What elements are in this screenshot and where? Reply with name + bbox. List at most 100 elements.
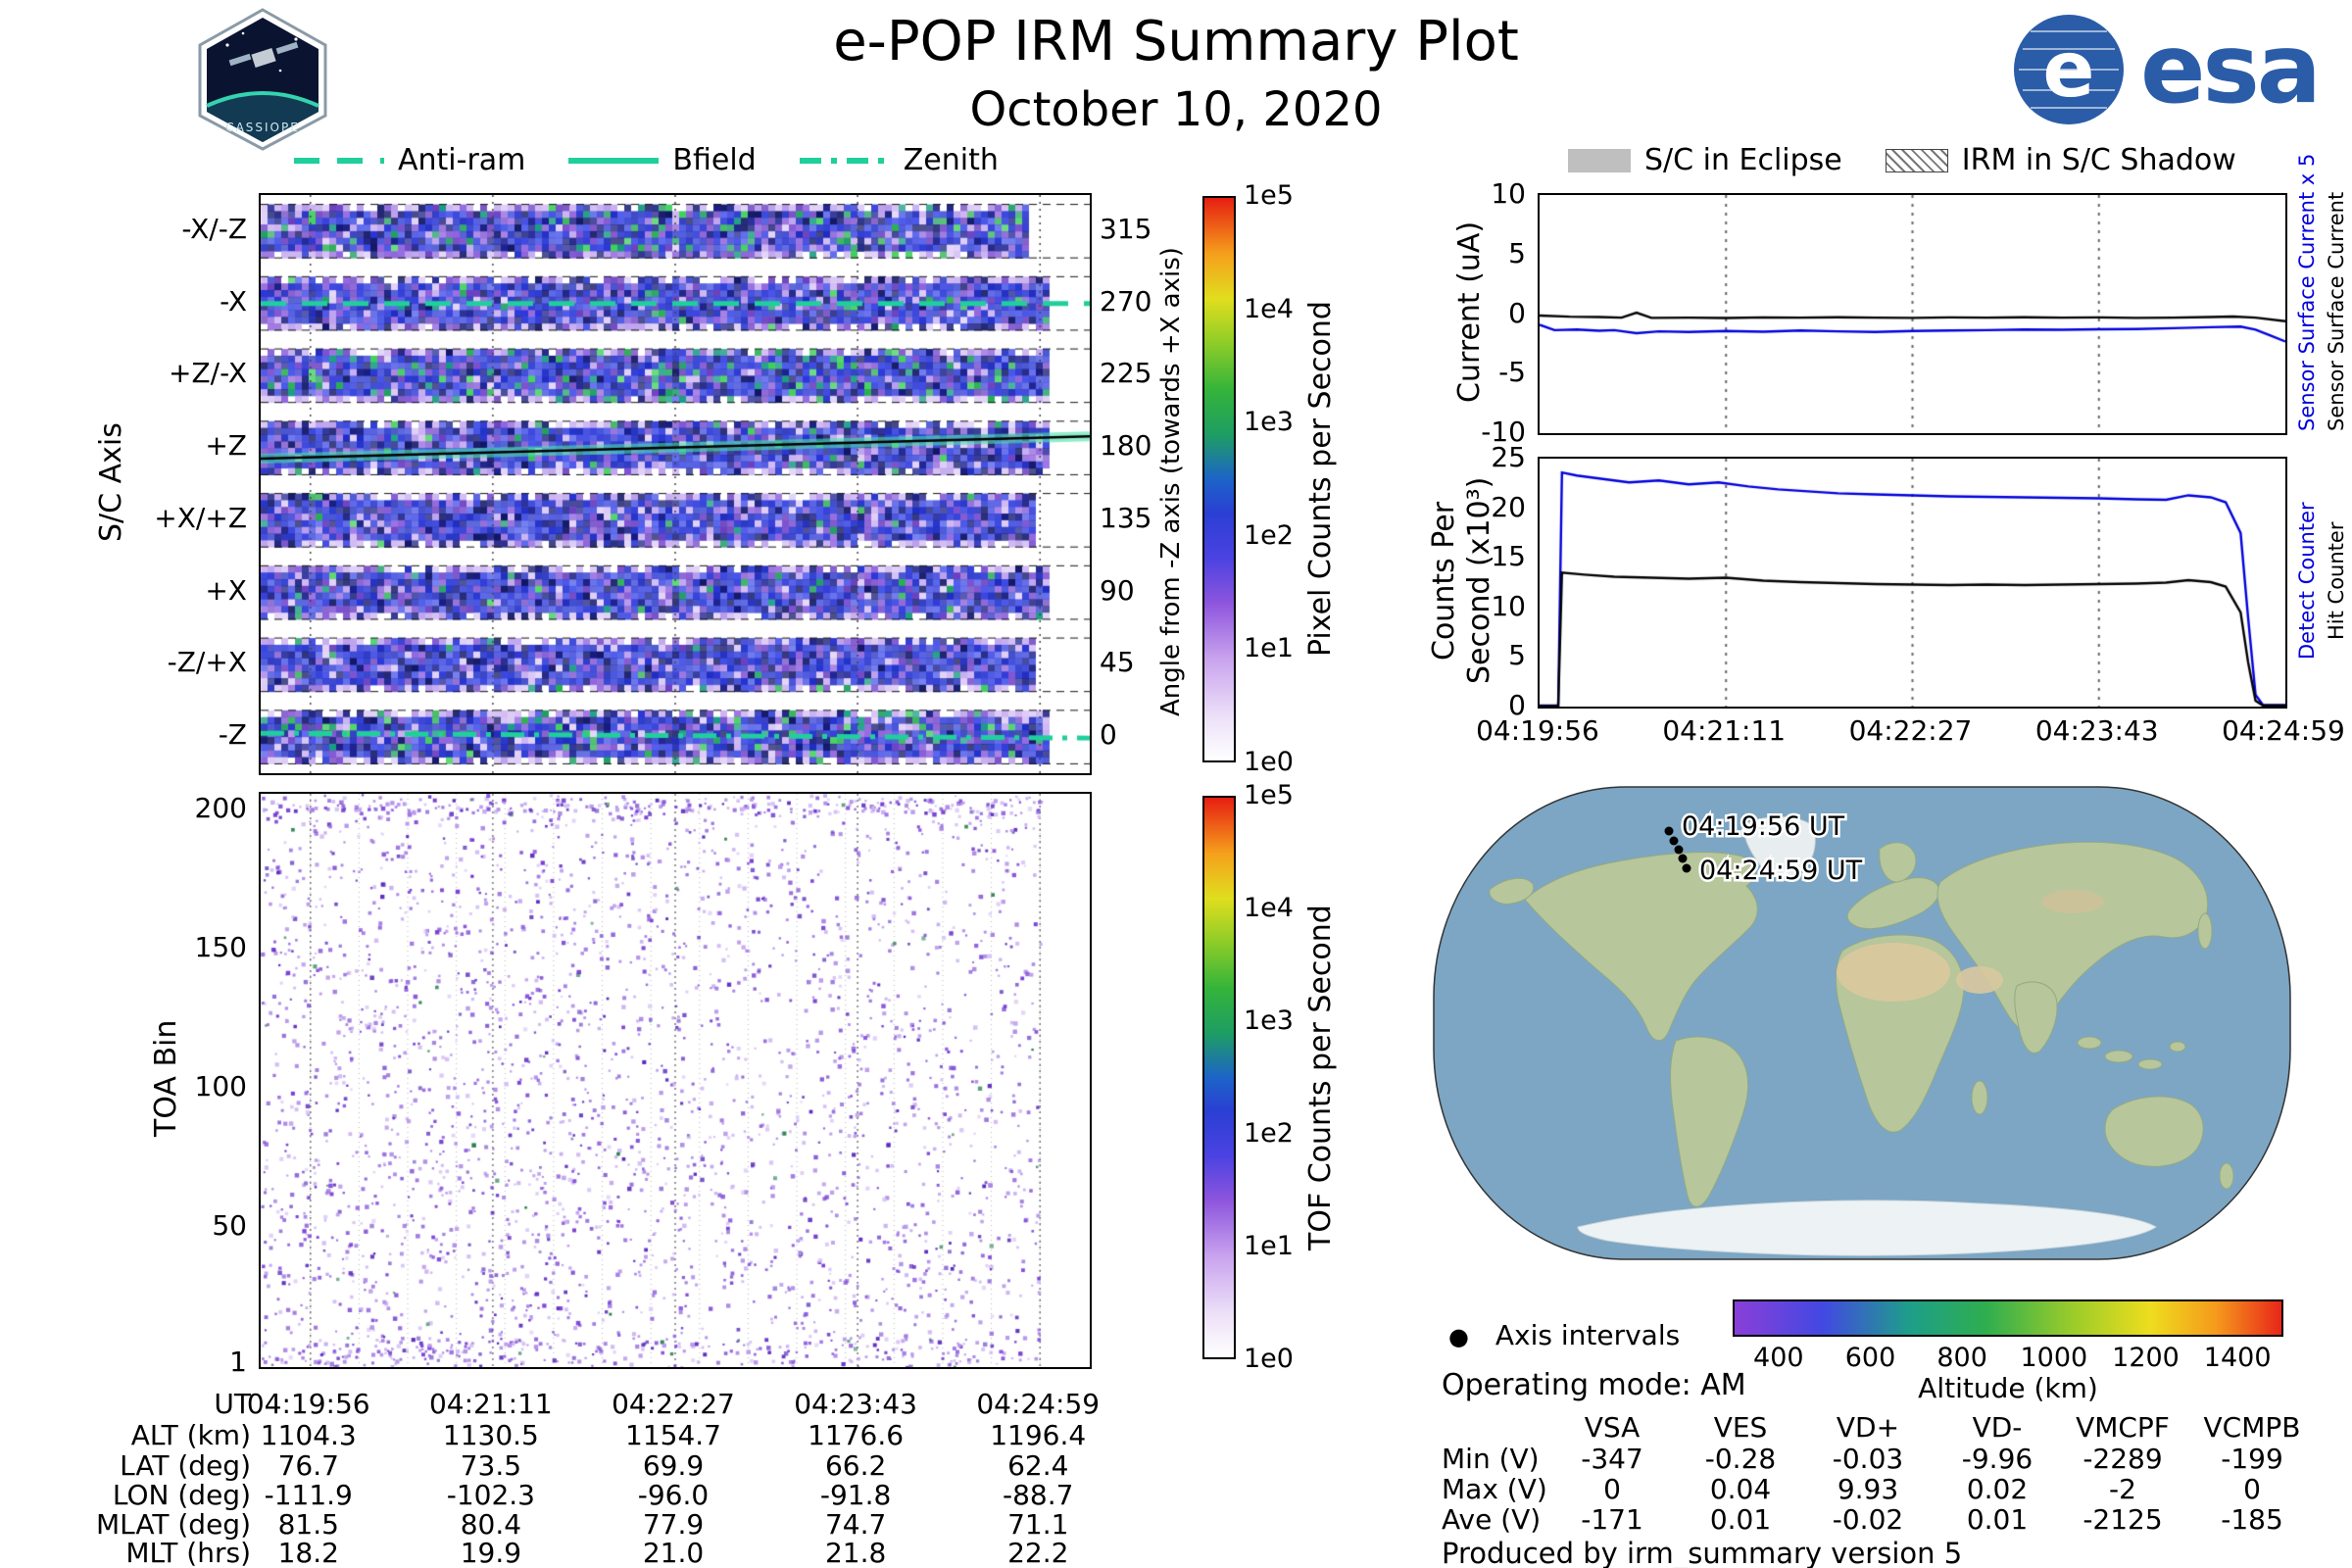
- axis-intervals-dot-icon: ●: [1448, 1323, 1469, 1350]
- ephemeris-row-label: ALT (km): [130, 1419, 251, 1451]
- sc-axis-category-label: -X: [220, 284, 247, 318]
- map-continents: [1489, 841, 2234, 1207]
- operating-mode: Operating mode: AM: [1442, 1368, 1746, 1402]
- tof-counts-colorbar: [1202, 796, 1236, 1359]
- cassiope-mission-patch: CASSIOPE: [198, 8, 327, 151]
- counters-tick-label: 10: [1491, 589, 1526, 622]
- altitude-tick-label: 800: [1936, 1343, 1987, 1373]
- sc-axis-spectrogram-canvas: [261, 195, 1090, 773]
- cassiope-logo-text: CASSIOPE: [225, 121, 300, 134]
- ground-track-dots: [1664, 826, 1691, 873]
- voltage-row-label: Ave (V): [1442, 1503, 1542, 1536]
- pixel-colorbar-tick-label: 1e2: [1244, 519, 1294, 551]
- eclipse-legend-label: S/C in Eclipse: [1644, 143, 1842, 177]
- anti-ram-line-icon: [294, 157, 384, 164]
- tof-colorbar-tick-label: 1e4: [1244, 893, 1294, 923]
- ephemeris-cell: 04:23:43: [794, 1388, 917, 1420]
- current-tick-label: -10: [1481, 416, 1526, 448]
- shadow-hatch-swatch-icon: [1885, 148, 1948, 172]
- pixel-colorbar-tick-label: 1e3: [1244, 407, 1294, 438]
- sc-axis-category-label: +Z/-X: [169, 357, 247, 390]
- sc-axis-category-label: -X/-Z: [181, 212, 247, 245]
- counters-ylabel: Second (x10³): [1462, 476, 1496, 685]
- toa-tick-label: 100: [194, 1070, 247, 1103]
- angle-tick-label: 315: [1100, 212, 1152, 245]
- counters-tick-label: 15: [1491, 540, 1526, 573]
- voltage-cell: -171: [1581, 1503, 1643, 1536]
- map-sahara: [1837, 943, 1950, 1002]
- counters-tick-label: 0: [1508, 689, 1526, 721]
- ephemeris-cell: -96.0: [637, 1479, 710, 1511]
- ephemeris-row-label: UT: [214, 1388, 251, 1420]
- pixel-colorbar-tick-label: 1e1: [1244, 633, 1294, 664]
- voltage-cell: -0.02: [1832, 1503, 1904, 1536]
- voltage-column-header: VMCPF: [2076, 1411, 2170, 1444]
- voltage-column-header: VCMPB: [2203, 1411, 2301, 1444]
- ephemeris-row-label: LON (deg): [112, 1479, 251, 1511]
- counters-tick-label: 25: [1491, 441, 1526, 473]
- map-greenland: [1743, 815, 1816, 877]
- angle-axis-label: Angle from -Z axis (towards +X axis): [1156, 247, 1186, 717]
- voltage-cell: 0.01: [1966, 1503, 2029, 1536]
- eclipse-swatch-icon: [1568, 148, 1631, 172]
- tof-colorbar-tick-label: 1e2: [1244, 1118, 1294, 1149]
- esa-logo-text: esa: [2140, 14, 2322, 125]
- voltage-row-label: Min (V): [1442, 1443, 1540, 1475]
- eclipse-legend: S/C in Eclipse IRM in S/C Shadow: [1568, 143, 2279, 177]
- counters-canvas: [1540, 459, 2285, 707]
- toa-tick-label: 1: [229, 1346, 247, 1379]
- voltage-cell: 0.02: [1966, 1473, 2029, 1505]
- angle-tick-label: 270: [1100, 284, 1152, 318]
- current-tick-label: 0: [1508, 296, 1526, 329]
- ephemeris-cell: 22.2: [1007, 1537, 1069, 1568]
- sc-axis-category-label: -Z/+X: [167, 646, 247, 679]
- map-arabia: [1956, 966, 2003, 994]
- ground-track-map: 04:19:56 UT 04:24:59 UT: [1433, 786, 2291, 1260]
- toa-tick-label: 200: [194, 792, 247, 825]
- map-gobi: [2041, 890, 2104, 913]
- voltage-column-header: VD-: [1972, 1411, 2023, 1444]
- counters-tick-label: 20: [1491, 490, 1526, 523]
- ephemeris-cell: 1176.6: [808, 1419, 905, 1451]
- ephemeris-cell: 71.1: [1007, 1508, 1069, 1541]
- toa-ylabel: TOA Bin: [149, 1019, 183, 1138]
- ephemeris-cell: 73.5: [460, 1449, 522, 1482]
- altitude-tick-label: 1400: [2203, 1343, 2272, 1373]
- sc-axis-category-label: -Z: [218, 718, 247, 752]
- voltage-cell: 0.01: [1709, 1503, 1772, 1536]
- pixel-colorbar-tick-label: 1e4: [1244, 293, 1294, 324]
- patch-horizon: [206, 91, 319, 108]
- map-antarctica: [1577, 1200, 2157, 1256]
- track-end-label: 04:24:59 UT: [1699, 856, 1863, 886]
- sensor-current-panel: [1538, 193, 2287, 435]
- voltage-cell: 0: [1603, 1473, 1621, 1505]
- current-right-label: Sensor Surface Current: [2325, 191, 2348, 431]
- toa-tick-label: 50: [212, 1209, 247, 1242]
- ephemeris-cell: 1104.3: [260, 1419, 357, 1451]
- voltage-column-header: VES: [1713, 1411, 1768, 1444]
- voltage-cell: -2125: [2082, 1503, 2163, 1536]
- eclipse-legend-item: S/C in Eclipse: [1568, 143, 1842, 177]
- pixel-colorbar-tick-label: 1e0: [1244, 747, 1294, 777]
- ephemeris-cell: 62.4: [1007, 1449, 1069, 1482]
- page-date: October 10, 2020: [969, 82, 1383, 137]
- voltage-cell: -9.96: [1961, 1443, 2034, 1475]
- ephemeris-cell: 04:24:59: [976, 1388, 1101, 1420]
- voltage-cell: -199: [2221, 1443, 2283, 1475]
- ephemeris-cell: -102.3: [446, 1479, 535, 1511]
- ephemeris-cell: 76.7: [277, 1449, 339, 1482]
- voltage-column-header: VD+: [1836, 1411, 1900, 1444]
- sc-axis-spectrogram-panel: [259, 193, 1092, 775]
- ephemeris-cell: 69.9: [642, 1449, 705, 1482]
- altitude-tick-label: 400: [1753, 1343, 1804, 1373]
- voltage-cell: 0.04: [1709, 1473, 1772, 1505]
- counters-ylabel: Counts Per: [1427, 501, 1461, 661]
- ephemeris-cell: 81.5: [277, 1508, 339, 1541]
- pixel-counts-colorbar-label: Pixel Counts per Second: [1303, 301, 1338, 658]
- voltage-column-header: VSA: [1584, 1411, 1641, 1444]
- altitude-tick-label: 1200: [2112, 1343, 2180, 1373]
- ephemeris-row-label: MLAT (deg): [95, 1508, 251, 1541]
- axis-intervals-label: Axis intervals: [1494, 1319, 1681, 1351]
- voltage-cell: -0.03: [1832, 1443, 1904, 1475]
